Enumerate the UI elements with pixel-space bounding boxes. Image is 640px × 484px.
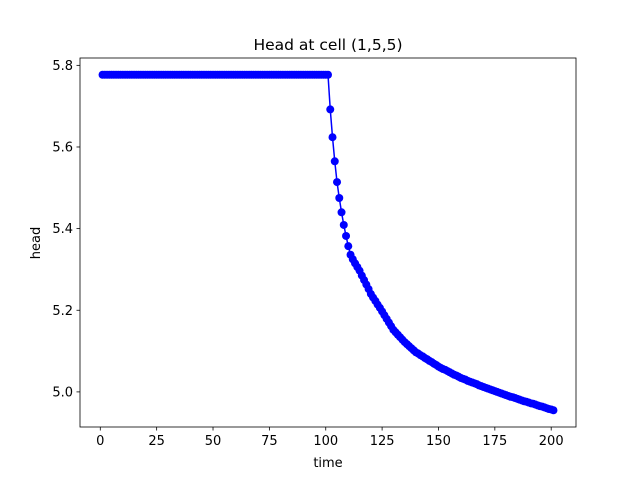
line (102, 73, 554, 411)
marker (342, 231, 351, 240)
marker (333, 178, 342, 187)
marker (339, 220, 348, 229)
x-tick-label: 50 (205, 434, 222, 449)
y-tick-label: 5.2 (52, 304, 73, 319)
x-tick-label: 75 (261, 434, 278, 449)
marker (324, 70, 332, 79)
y-tick-label: 5.6 (52, 140, 73, 155)
x-tick-label: 200 (539, 434, 564, 449)
marker (328, 133, 337, 142)
x-tick-label: 100 (313, 434, 338, 449)
x-tick-label: 125 (370, 434, 395, 449)
x-tick-label: 0 (96, 434, 104, 449)
y-tick-label: 5.0 (52, 385, 73, 400)
x-tick-label: 150 (426, 434, 451, 449)
marker (330, 157, 339, 166)
y-axis-label: head (29, 227, 44, 259)
marker (549, 406, 558, 415)
x-axis-label: time (313, 456, 342, 471)
x-tick-label: 25 (148, 434, 165, 449)
x-tick-label: 175 (482, 434, 507, 449)
chart-title: Head at cell (1,5,5) (253, 36, 402, 54)
marker (326, 105, 335, 114)
marker (335, 194, 344, 203)
marker (344, 242, 353, 251)
y-tick-label: 5.4 (52, 222, 73, 237)
y-tick-label: 5.8 (52, 59, 73, 74)
marker (337, 208, 346, 217)
plot-frame (79, 57, 577, 428)
